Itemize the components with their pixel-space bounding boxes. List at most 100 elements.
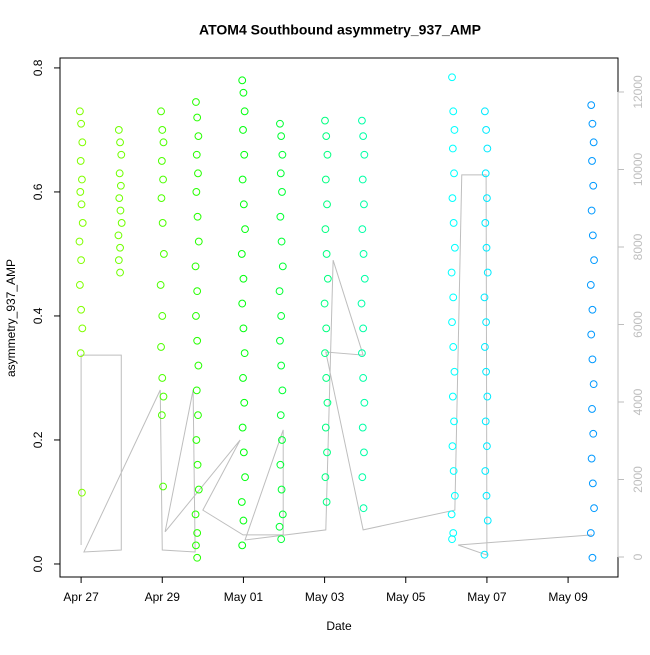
point bbox=[587, 206, 596, 215]
y2-tick-label: 0 bbox=[631, 553, 645, 560]
point bbox=[277, 237, 286, 246]
x-tick-label: May 07 bbox=[467, 590, 507, 604]
point bbox=[159, 482, 167, 491]
point bbox=[359, 504, 368, 513]
point bbox=[114, 126, 123, 134]
x-tick-label: May 03 bbox=[305, 590, 345, 604]
point bbox=[481, 467, 490, 475]
point bbox=[481, 417, 490, 426]
point bbox=[192, 386, 201, 395]
y2-tick-label: 8000 bbox=[631, 233, 645, 260]
point bbox=[449, 529, 458, 537]
point bbox=[323, 150, 332, 159]
y-tick-label: 0.6 bbox=[31, 183, 45, 200]
point bbox=[321, 225, 330, 234]
point bbox=[239, 200, 248, 209]
point bbox=[193, 553, 202, 562]
point bbox=[158, 126, 167, 134]
point bbox=[587, 454, 596, 463]
point bbox=[322, 324, 331, 333]
index-line bbox=[80, 174, 593, 556]
point bbox=[78, 138, 87, 147]
point bbox=[588, 305, 597, 314]
point bbox=[322, 132, 331, 141]
point bbox=[323, 398, 332, 407]
point bbox=[589, 181, 598, 190]
point bbox=[360, 200, 368, 209]
point bbox=[587, 330, 596, 339]
point bbox=[448, 73, 456, 82]
point bbox=[448, 144, 457, 153]
y-tick-label: 0.4 bbox=[31, 307, 45, 324]
point bbox=[321, 116, 329, 125]
point bbox=[448, 194, 457, 203]
point bbox=[360, 274, 369, 283]
point bbox=[359, 132, 368, 141]
point bbox=[157, 343, 165, 351]
point bbox=[320, 299, 329, 308]
point bbox=[157, 411, 166, 420]
point bbox=[482, 367, 491, 376]
point bbox=[360, 448, 368, 457]
point bbox=[277, 535, 286, 544]
point bbox=[192, 436, 201, 444]
point bbox=[278, 510, 287, 519]
point bbox=[588, 355, 597, 364]
y2-tick-label: 6000 bbox=[631, 311, 645, 338]
point bbox=[238, 175, 247, 184]
point bbox=[116, 243, 124, 252]
point bbox=[322, 374, 331, 382]
point bbox=[276, 411, 285, 420]
point bbox=[482, 491, 491, 500]
point bbox=[586, 281, 595, 289]
point bbox=[193, 212, 202, 221]
point bbox=[240, 398, 249, 407]
point bbox=[239, 126, 247, 134]
point bbox=[588, 231, 597, 240]
y-tick-label: 0.2 bbox=[31, 431, 45, 448]
point bbox=[323, 274, 332, 283]
point bbox=[237, 498, 246, 506]
point bbox=[277, 361, 286, 370]
point bbox=[117, 150, 126, 159]
point bbox=[588, 479, 597, 488]
point bbox=[194, 132, 203, 141]
point bbox=[239, 88, 248, 97]
point bbox=[78, 175, 86, 184]
point bbox=[450, 491, 459, 500]
point bbox=[114, 256, 123, 265]
point bbox=[448, 318, 456, 327]
point bbox=[322, 250, 331, 258]
point bbox=[480, 107, 489, 116]
point bbox=[78, 488, 86, 497]
point bbox=[450, 417, 458, 426]
point bbox=[159, 250, 168, 258]
point bbox=[450, 126, 459, 134]
point bbox=[278, 436, 286, 444]
point bbox=[157, 194, 166, 203]
point bbox=[240, 107, 249, 116]
point bbox=[450, 243, 459, 252]
point bbox=[358, 349, 366, 358]
point bbox=[277, 312, 286, 320]
point bbox=[75, 281, 84, 289]
point bbox=[480, 550, 489, 559]
point bbox=[588, 405, 596, 413]
point bbox=[359, 374, 368, 382]
point bbox=[277, 132, 286, 141]
point bbox=[158, 312, 167, 320]
x-tick-label: Apr 29 bbox=[145, 590, 181, 604]
y2-tick-label: 10000 bbox=[631, 152, 645, 186]
point bbox=[321, 423, 330, 432]
point bbox=[482, 318, 491, 327]
point bbox=[239, 516, 248, 525]
point bbox=[482, 126, 491, 134]
y-tick-label: 0.8 bbox=[31, 59, 45, 76]
point bbox=[194, 485, 203, 494]
point bbox=[275, 287, 284, 296]
point bbox=[447, 268, 456, 277]
point bbox=[77, 119, 86, 128]
point bbox=[159, 392, 168, 401]
point bbox=[278, 150, 287, 159]
